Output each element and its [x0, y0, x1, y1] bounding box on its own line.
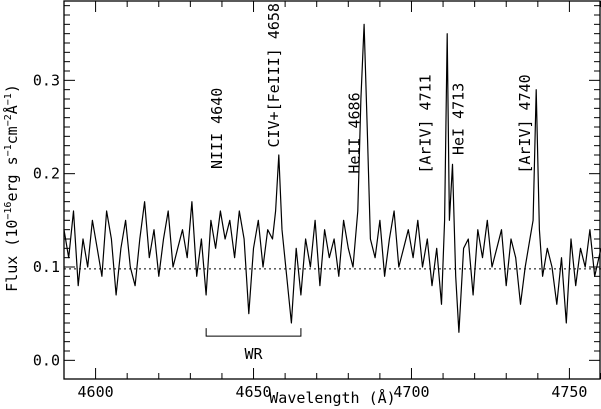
line-label: [ArIV] 4711 — [416, 74, 434, 173]
x-axis-title: Wavelength (Å) — [269, 388, 395, 407]
x-tick-label: 4750 — [551, 383, 587, 401]
plot-frame — [63, 0, 601, 380]
x-axis-ticks: 4600 4650 4700 4750 — [63, 1, 601, 401]
x-tick-label: 4700 — [393, 383, 429, 401]
x-tick-label: 4650 — [235, 383, 271, 401]
y-axis-title: Flux (10−16erg s−1cm−2Å−1) — [2, 84, 21, 292]
wr-bracket-label: WR — [244, 345, 263, 363]
y-tick-label: 0.3 — [33, 71, 60, 89]
line-label: [ArIV] 4740 — [516, 74, 534, 173]
line-label: CIV+[FeIII] 4658 — [265, 3, 283, 148]
y-tick-label: 0.0 — [33, 351, 60, 369]
spectrum-line — [63, 23, 601, 333]
line-label: HeI 4713 — [450, 83, 468, 155]
line-label: NIII 4640 — [208, 88, 226, 169]
y-axis-ticks: 0.0 0.1 0.2 0.3 — [33, 5, 600, 369]
x-tick-label: 4600 — [78, 383, 114, 401]
wr-bracket-line — [205, 328, 302, 337]
y-tick-label: 0.1 — [33, 258, 60, 276]
wr-bracket: WR — [205, 328, 302, 363]
line-label: HeII 4686 — [345, 92, 363, 173]
y-tick-label: 0.2 — [33, 165, 60, 183]
emission-line-labels: NIII 4640 CIV+[FeIII] 4658 HeII 4686 [ArIV]… — [208, 3, 534, 174]
